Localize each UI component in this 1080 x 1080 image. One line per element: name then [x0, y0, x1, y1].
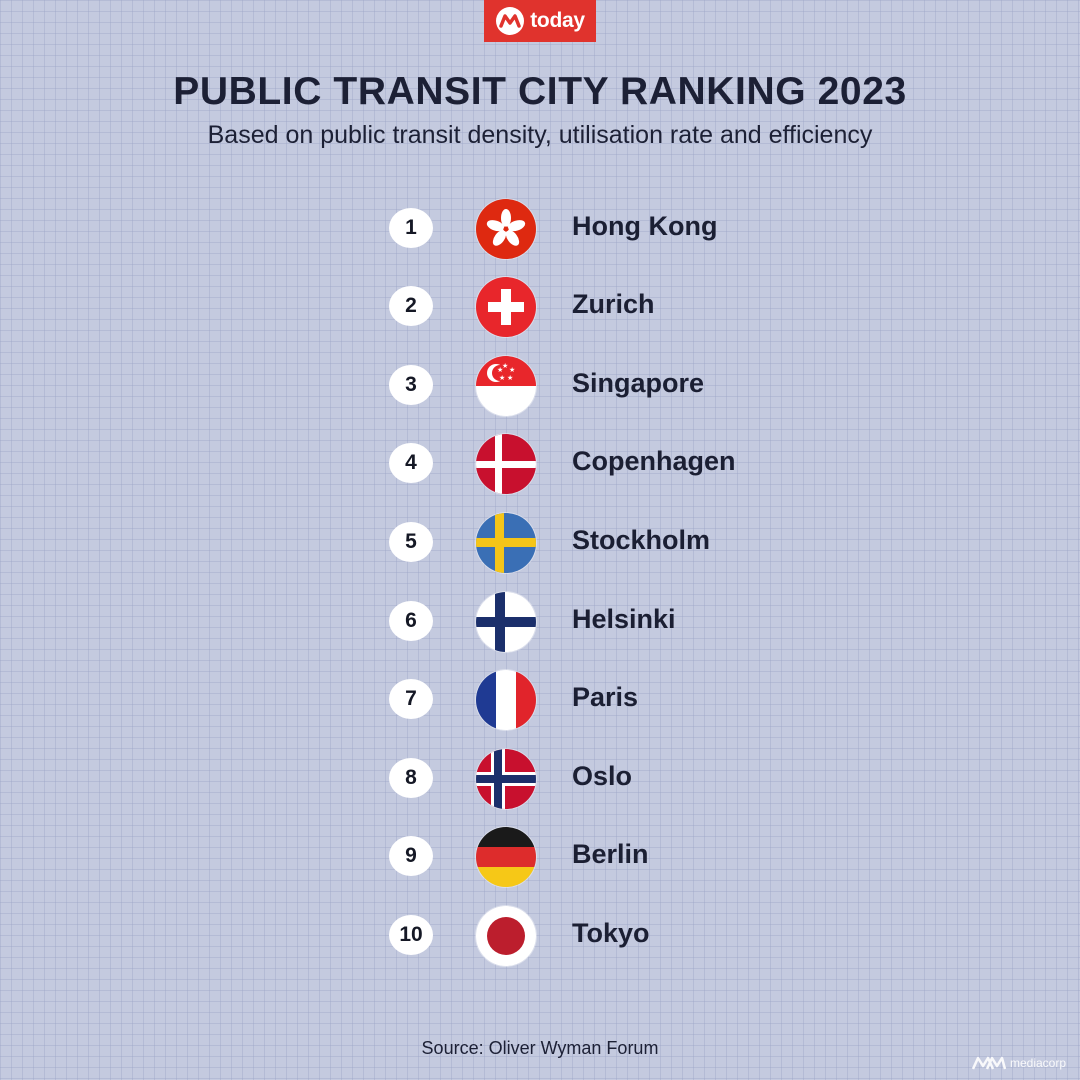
rank-badge: 1 [389, 208, 433, 248]
denmark-flag-icon [476, 434, 536, 494]
svg-text:★: ★ [502, 362, 508, 370]
city-name: Oslo [572, 761, 633, 791]
singapore-flag-icon: ★ ★ ★ ★ ★ [476, 356, 536, 416]
page-subtitle: Based on public transit density, utilisa… [207, 121, 873, 149]
city-name: Zurich [572, 289, 655, 319]
japan-flag-icon [476, 906, 536, 966]
mediacorp-footer-logo: mediacorp [972, 1056, 1066, 1070]
today-logo: today [484, 0, 596, 42]
city-name: Singapore [572, 368, 705, 398]
sweden-flag-icon [476, 513, 536, 573]
france-flag-icon [476, 670, 536, 730]
city-name: Paris [572, 682, 639, 712]
city-name: Stockholm [572, 525, 711, 555]
hong-kong-flag-icon [476, 199, 536, 259]
germany-flag-icon [476, 827, 536, 887]
ranking-row: 5 Stockholm [0, 513, 1080, 573]
rank-badge: 5 [389, 522, 433, 562]
ranking-row: 1 Hong Kong [0, 199, 1080, 259]
rank-badge: 2 [389, 286, 433, 326]
ranking-row: 8 Oslo [0, 749, 1080, 809]
ranking-row: 2 Zurich [0, 277, 1080, 337]
norway-flag-icon [476, 749, 536, 809]
logo-text: today [530, 9, 585, 32]
city-name: Helsinki [572, 604, 676, 634]
mediacorp-text: mediacorp [1010, 1056, 1067, 1070]
page-title: PUBLIC TRANSIT CITY RANKING 2023 [173, 70, 907, 113]
mediacorp-mark-icon [972, 1056, 1006, 1070]
ranking-row: 10 Tokyo [0, 906, 1080, 966]
source-note: Source: Oliver Wyman Forum [421, 1038, 659, 1058]
ranking-row: 4 Copenhagen [0, 434, 1080, 494]
finland-flag-icon [476, 592, 536, 652]
rank-badge: 6 [389, 601, 433, 641]
svg-text:★: ★ [509, 366, 515, 374]
svg-text:★: ★ [497, 366, 503, 374]
rank-badge: 3 [389, 365, 433, 405]
svg-text:★: ★ [507, 374, 513, 382]
ranking-row: 7 Paris [0, 670, 1080, 730]
mediacorp-logo-icon [496, 7, 525, 35]
rank-badge: 8 [389, 758, 433, 798]
rank-badge: 10 [389, 915, 433, 955]
city-name: Copenhagen [572, 446, 736, 476]
ranking-row: 6 Helsinki [0, 592, 1080, 652]
rank-badge: 4 [389, 443, 433, 483]
ranking-row: 9 Berlin [0, 827, 1080, 887]
city-name: Hong Kong [572, 211, 718, 241]
rank-badge: 9 [389, 836, 433, 876]
city-name: Berlin [572, 839, 649, 869]
switzerland-flag-icon [476, 277, 536, 337]
city-name: Tokyo [572, 918, 650, 948]
svg-text:★: ★ [499, 374, 505, 382]
ranking-row: 3 ★ ★ ★ ★ ★ Singapore [0, 356, 1080, 416]
rank-badge: 7 [389, 679, 433, 719]
